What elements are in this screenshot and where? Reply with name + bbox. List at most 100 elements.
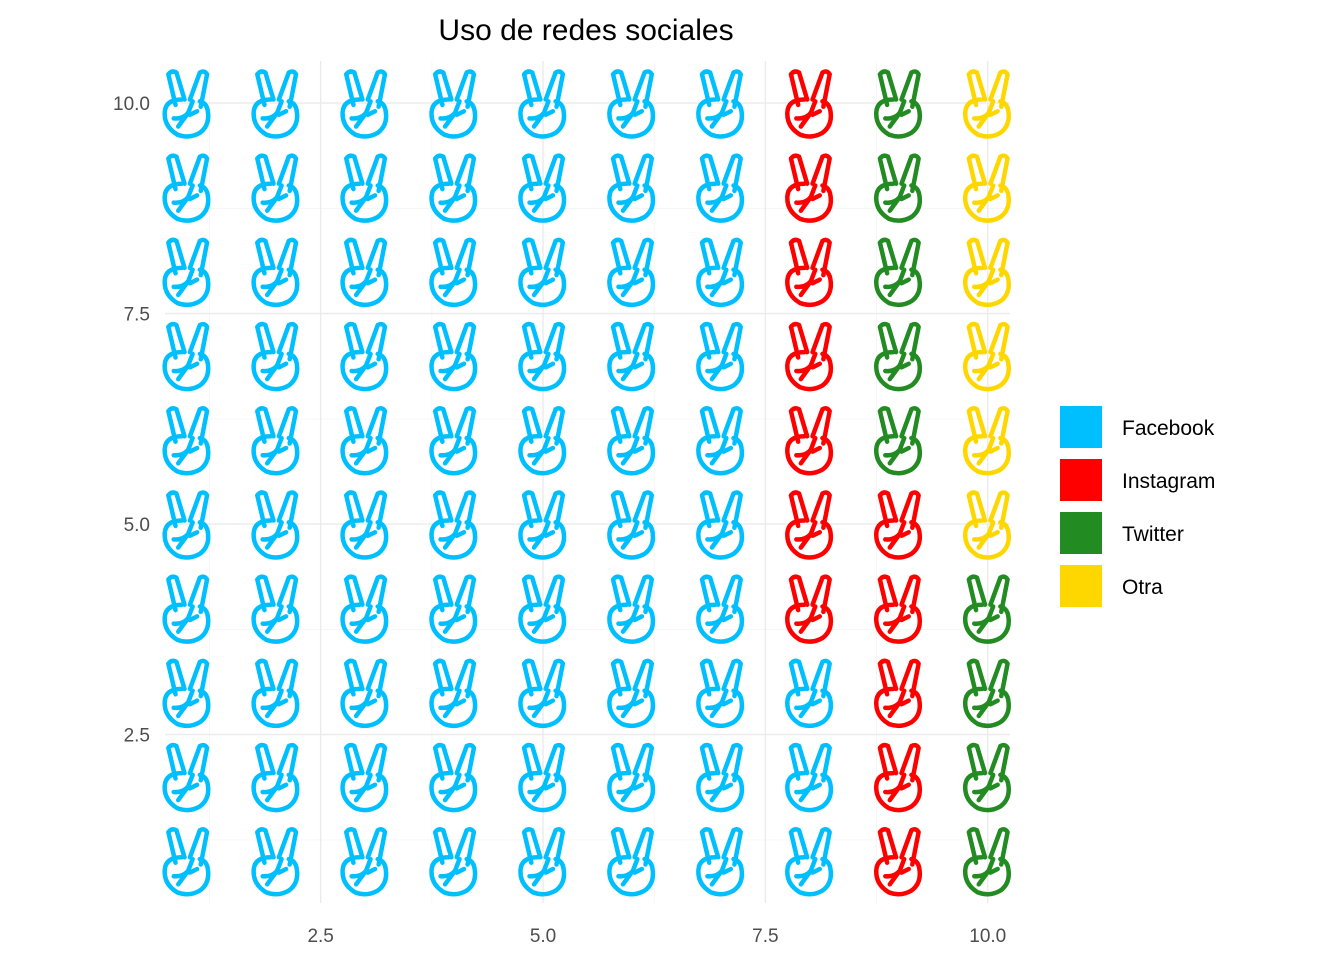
victory-hand-icon [165, 240, 209, 305]
x-tick-label: 10.0 [969, 926, 1006, 947]
victory-hand-icon [254, 240, 298, 305]
y-tick-label: 2.5 [124, 726, 150, 747]
legend-key [1060, 406, 1102, 448]
victory-hand-icon [432, 156, 476, 221]
victory-hand-icon [787, 577, 831, 642]
victory-hand-icon [609, 408, 653, 473]
victory-hand-icon [343, 829, 387, 894]
victory-hand-icon [432, 408, 476, 473]
victory-hand-icon [787, 408, 831, 473]
victory-hand-icon [876, 661, 920, 726]
y-tick-label: 10.0 [113, 94, 150, 115]
legend-label: Instagram [1122, 470, 1215, 493]
victory-hand-icon [787, 240, 831, 305]
legend-key [1060, 459, 1102, 501]
victory-hand-icon [343, 745, 387, 810]
chart-title: Uso de redes sociales [438, 14, 733, 47]
victory-hand-icon [165, 829, 209, 894]
victory-hand-icon [254, 324, 298, 389]
victory-hand-icon [965, 324, 1009, 389]
victory-hand-icon [520, 156, 564, 221]
victory-hand-icon [787, 156, 831, 221]
victory-hand-icon [965, 661, 1009, 726]
victory-hand-icon [520, 577, 564, 642]
victory-hand-icon [965, 156, 1009, 221]
victory-hand-icon [165, 661, 209, 726]
victory-hand-icon [254, 829, 298, 894]
victory-hand-icon [787, 492, 831, 557]
victory-hand-icon [343, 71, 387, 136]
victory-hand-icon [965, 240, 1009, 305]
victory-hand-icon [165, 408, 209, 473]
victory-hand-icon [432, 661, 476, 726]
victory-hand-icon [965, 829, 1009, 894]
victory-hand-icon [520, 829, 564, 894]
victory-hand-icon [787, 745, 831, 810]
victory-hand-icon [965, 492, 1009, 557]
victory-hand-icon [609, 156, 653, 221]
victory-hand-icon [965, 745, 1009, 810]
victory-hand-icon [698, 71, 742, 136]
victory-hand-icon [876, 577, 920, 642]
victory-hand-icon [343, 492, 387, 557]
victory-hand-icon [698, 745, 742, 810]
victory-hand-icon [254, 661, 298, 726]
victory-hand-icon [432, 577, 476, 642]
x-tick-label: 7.5 [752, 926, 778, 947]
victory-hand-icon [876, 829, 920, 894]
victory-hand-icon [609, 492, 653, 557]
victory-hand-icon [609, 324, 653, 389]
victory-hand-icon [698, 577, 742, 642]
victory-hand-icon [254, 577, 298, 642]
victory-hand-icon [165, 324, 209, 389]
victory-hand-icon [609, 71, 653, 136]
victory-hand-icon [520, 408, 564, 473]
victory-hand-icon [165, 577, 209, 642]
victory-hand-icon [520, 661, 564, 726]
victory-hand-icon [609, 829, 653, 894]
y-tick-label: 7.5 [124, 305, 150, 326]
victory-hand-icon [432, 71, 476, 136]
victory-hand-icon [876, 71, 920, 136]
victory-hand-icon [343, 661, 387, 726]
legend-label: Twitter [1122, 523, 1184, 546]
victory-hand-icon [876, 408, 920, 473]
victory-hand-icon [254, 71, 298, 136]
x-tick-label: 2.5 [307, 926, 333, 947]
victory-hand-icon [520, 240, 564, 305]
victory-hand-icon [876, 492, 920, 557]
victory-hand-icon [520, 745, 564, 810]
victory-hand-icon [787, 324, 831, 389]
victory-hand-icon [343, 240, 387, 305]
victory-hand-icon [787, 71, 831, 136]
victory-hand-icon [165, 492, 209, 557]
legend: Facebook Instagram Twitter Otra [1060, 406, 1215, 607]
victory-hand-icon [520, 492, 564, 557]
victory-hand-icon [698, 408, 742, 473]
victory-hand-icon [876, 745, 920, 810]
victory-hand-icon [165, 71, 209, 136]
victory-hand-icon [609, 240, 653, 305]
victory-hand-icon [965, 408, 1009, 473]
victory-hand-icon [343, 577, 387, 642]
victory-hand-icon [787, 829, 831, 894]
victory-hand-icon [343, 156, 387, 221]
victory-hand-icon [787, 661, 831, 726]
victory-hand-icon [520, 71, 564, 136]
victory-hand-icon [432, 829, 476, 894]
victory-hand-icon [965, 71, 1009, 136]
victory-hand-icon [432, 324, 476, 389]
legend-label: Facebook [1122, 417, 1215, 440]
legend-key [1060, 512, 1102, 554]
victory-hand-icon [254, 745, 298, 810]
victory-hand-icon [165, 156, 209, 221]
victory-hand-icon [343, 408, 387, 473]
victory-hand-icon [432, 240, 476, 305]
victory-hand-icon [698, 324, 742, 389]
victory-hand-icon [520, 324, 564, 389]
victory-hand-icon [432, 745, 476, 810]
victory-hand-icon [698, 240, 742, 305]
victory-hand-icon [698, 829, 742, 894]
victory-hand-icon [609, 745, 653, 810]
